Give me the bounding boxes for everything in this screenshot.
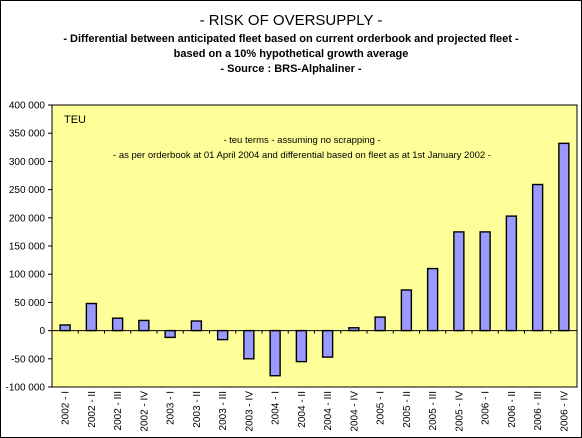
- bar-2006-i: [479, 231, 491, 332]
- bar-2006-iii: [531, 183, 544, 332]
- y-tick-label: 200 000: [9, 213, 46, 224]
- bar-2003-iii: [216, 329, 229, 341]
- x-axis: 2002 - I 2002 - II 2002 - III 2002 - IV 2003…: [51, 330, 578, 432]
- x-tick-label: 2006 - I: [481, 391, 492, 425]
- x-tick-label: 2005 - I: [376, 391, 387, 425]
- y-tick-label: 150 000: [9, 242, 46, 253]
- x-tick-label: 2005 - II: [402, 391, 413, 428]
- y-tick-label: 400 000: [9, 101, 46, 112]
- x-tick-label: 2005 - IV: [454, 391, 465, 432]
- x-tick-label: 2006 - III: [533, 391, 544, 430]
- x-tick-label: 2004 - III: [323, 391, 334, 430]
- x-tick-label: 2003 - I: [166, 391, 177, 425]
- chart-subtitle-3: - Source : BRS-Alphaliner -: [220, 63, 362, 75]
- bar-2006-ii: [505, 215, 518, 332]
- x-tick-label: 2005 - III: [428, 391, 439, 430]
- chart-subtitle-2: based on a 10% hypothetical growth avera…: [173, 48, 409, 60]
- x-tick-label: 2003 - IV: [244, 391, 255, 432]
- y-tick-label: -50 000: [11, 354, 45, 365]
- bar-2004-iii: [321, 329, 334, 358]
- bar-2005-i: [374, 316, 386, 332]
- plot-area: [51, 104, 578, 388]
- chart-title: - RISK OF OVERSUPPLY -: [199, 12, 383, 29]
- x-tick-label: 2004 - II: [297, 391, 308, 428]
- bar-2005-iv: [453, 231, 465, 332]
- x-tick-label: 2004 - IV: [349, 391, 360, 432]
- x-tick-label: 2003 - III: [218, 391, 229, 430]
- x-tick-label: 2004 - I: [271, 391, 282, 425]
- chart-subtitle-1: - Differential between anticipated fleet…: [63, 33, 519, 45]
- x-tick-label: 2002 - III: [113, 391, 124, 430]
- bar-2003-i: [164, 329, 176, 339]
- unit-label: TEU: [64, 114, 86, 126]
- bar-2005-ii: [400, 289, 413, 332]
- bar-2004-ii: [295, 329, 308, 363]
- bar-2005-iii: [426, 267, 439, 332]
- bar-2002-iv: [138, 319, 150, 332]
- chart-note-2: - as per orderbook at 01 April 2004 and …: [113, 150, 491, 161]
- bar-2006-iv: [558, 142, 570, 332]
- x-tick-label: 2006 - II: [507, 391, 518, 428]
- x-tick-label: 2002 - I: [61, 391, 72, 425]
- x-tick-label: 2002 - II: [87, 391, 98, 428]
- bar-2002-i: [59, 324, 71, 332]
- bars-group: [59, 142, 570, 377]
- y-tick-label: 300 000: [9, 157, 46, 168]
- y-tick-label: 100 000: [9, 270, 46, 281]
- bar-2002-iii: [111, 317, 124, 332]
- x-tick-label: 2006 - IV: [559, 391, 570, 432]
- y-tick-label: 350 000: [9, 129, 46, 140]
- x-tick-label: 2003 - II: [192, 391, 203, 428]
- bar-2003-iv: [243, 329, 255, 360]
- y-tick-label: 50 000: [14, 298, 45, 309]
- y-tick-label: -100 000: [6, 383, 46, 394]
- x-tick-label: 2002 - IV: [139, 391, 150, 432]
- bar-2002-ii: [85, 302, 98, 332]
- bar-2003-ii: [190, 320, 203, 332]
- bar-2004-i: [269, 329, 281, 377]
- y-axis: 400 000 350 000 300 000 250 000 200 000 150 0…: [6, 101, 53, 394]
- chart-note-1: - teu terms - assuming no scrapping -: [223, 135, 380, 146]
- y-tick-label: 250 000: [9, 185, 46, 196]
- y-tick-label: 0: [39, 326, 45, 337]
